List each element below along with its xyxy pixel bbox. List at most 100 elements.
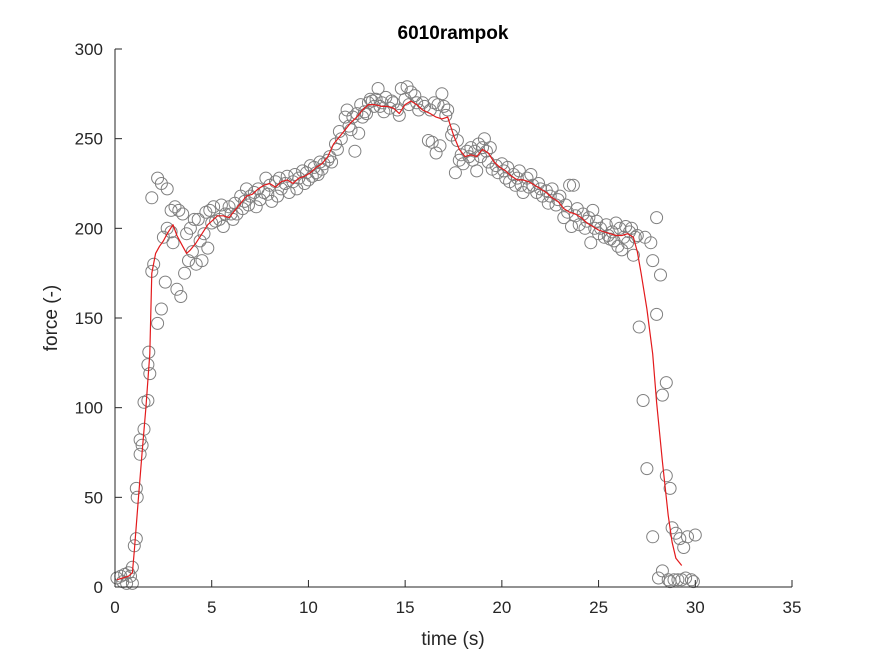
data-point xyxy=(526,178,540,192)
y-tick-label: 0 xyxy=(94,578,103,597)
data-point xyxy=(242,198,255,212)
axes: 0 5 10 15 20 25 30 35 0 50 100 150 200 250 300 xyxy=(75,40,802,617)
data-point xyxy=(130,490,144,504)
data-point xyxy=(590,214,604,228)
x-tick-label: 0 xyxy=(110,598,119,617)
data-point xyxy=(626,248,640,262)
data-point xyxy=(323,150,337,164)
data-point xyxy=(464,141,478,155)
data-point xyxy=(125,576,139,590)
data-point xyxy=(172,203,186,217)
data-point xyxy=(559,198,573,212)
data-point xyxy=(174,290,188,303)
data-point xyxy=(565,220,578,233)
smoothed-line xyxy=(116,100,683,581)
chart-title: 6010rampok xyxy=(398,23,509,44)
data-point xyxy=(390,103,404,117)
data-point xyxy=(425,135,439,149)
data-point xyxy=(671,573,685,587)
data-point xyxy=(661,573,675,587)
data-point xyxy=(655,388,669,402)
data-point xyxy=(650,307,664,321)
data-point xyxy=(512,164,526,178)
y-tick-label: 300 xyxy=(75,40,103,59)
y-tick-label: 250 xyxy=(75,130,103,149)
x-tick-label: 15 xyxy=(396,598,415,617)
data-point xyxy=(274,182,288,196)
data-point xyxy=(586,203,600,217)
data-point xyxy=(402,98,416,112)
data-point xyxy=(650,211,664,225)
data-point xyxy=(346,110,360,124)
data-point xyxy=(183,221,197,235)
data-point xyxy=(243,189,257,203)
data-point xyxy=(433,139,447,153)
data-point xyxy=(325,155,339,169)
data-point xyxy=(566,178,580,192)
data-point xyxy=(154,302,168,316)
data-point xyxy=(563,178,577,192)
data-point xyxy=(158,275,172,289)
data-point xyxy=(644,236,658,250)
data-point xyxy=(476,141,489,155)
data-point xyxy=(483,141,497,155)
data-point xyxy=(429,146,443,160)
data-point xyxy=(448,166,462,180)
data-point xyxy=(580,214,594,228)
data-point xyxy=(410,96,424,110)
data-point xyxy=(164,225,178,239)
data-point xyxy=(654,268,667,282)
x-tick-label: 20 xyxy=(492,598,511,617)
data-point xyxy=(404,85,418,99)
data-point xyxy=(615,243,629,257)
data-point xyxy=(180,227,194,241)
y-tick-label: 200 xyxy=(75,219,103,238)
y-tick-label: 100 xyxy=(75,399,103,418)
data-point xyxy=(207,200,221,214)
data-point xyxy=(632,320,646,334)
data-point xyxy=(371,82,385,95)
data-point xyxy=(510,171,524,185)
data-point xyxy=(541,196,555,210)
data-point xyxy=(182,254,195,268)
data-point xyxy=(684,573,698,587)
data-point xyxy=(142,345,156,359)
data-point xyxy=(545,182,559,196)
x-tick-label: 5 xyxy=(207,598,216,617)
data-point xyxy=(298,177,312,190)
data-point xyxy=(408,89,422,103)
data-point xyxy=(561,205,575,219)
data-point xyxy=(652,571,665,585)
data-point xyxy=(129,532,143,546)
data-point xyxy=(141,394,155,407)
data-point xyxy=(659,376,673,390)
data-point xyxy=(435,87,449,101)
data-point xyxy=(344,123,358,137)
data-point xyxy=(646,254,660,268)
data-point xyxy=(611,239,625,253)
data-point xyxy=(240,182,253,196)
data-point xyxy=(147,257,161,271)
data-point xyxy=(178,266,192,280)
data-point xyxy=(584,236,598,250)
data-point xyxy=(640,462,654,476)
data-point xyxy=(673,532,687,546)
data-point xyxy=(151,316,165,330)
data-point xyxy=(288,168,302,181)
x-tick-label: 30 xyxy=(686,598,705,617)
y-tick-label: 50 xyxy=(84,488,103,507)
data-point xyxy=(636,394,650,407)
data-point xyxy=(185,245,199,259)
data-point xyxy=(170,282,184,296)
data-point xyxy=(191,212,205,226)
y-axis-label: force (-) xyxy=(41,285,62,352)
data-point xyxy=(659,469,673,483)
x-tick-label: 10 xyxy=(299,598,318,617)
data-point xyxy=(151,171,165,185)
x-tick-label: 25 xyxy=(589,598,608,617)
data-point xyxy=(197,227,211,241)
data-point xyxy=(141,358,155,372)
x-axis-label: time (s) xyxy=(421,629,484,650)
y-tick-label: 150 xyxy=(75,309,103,328)
